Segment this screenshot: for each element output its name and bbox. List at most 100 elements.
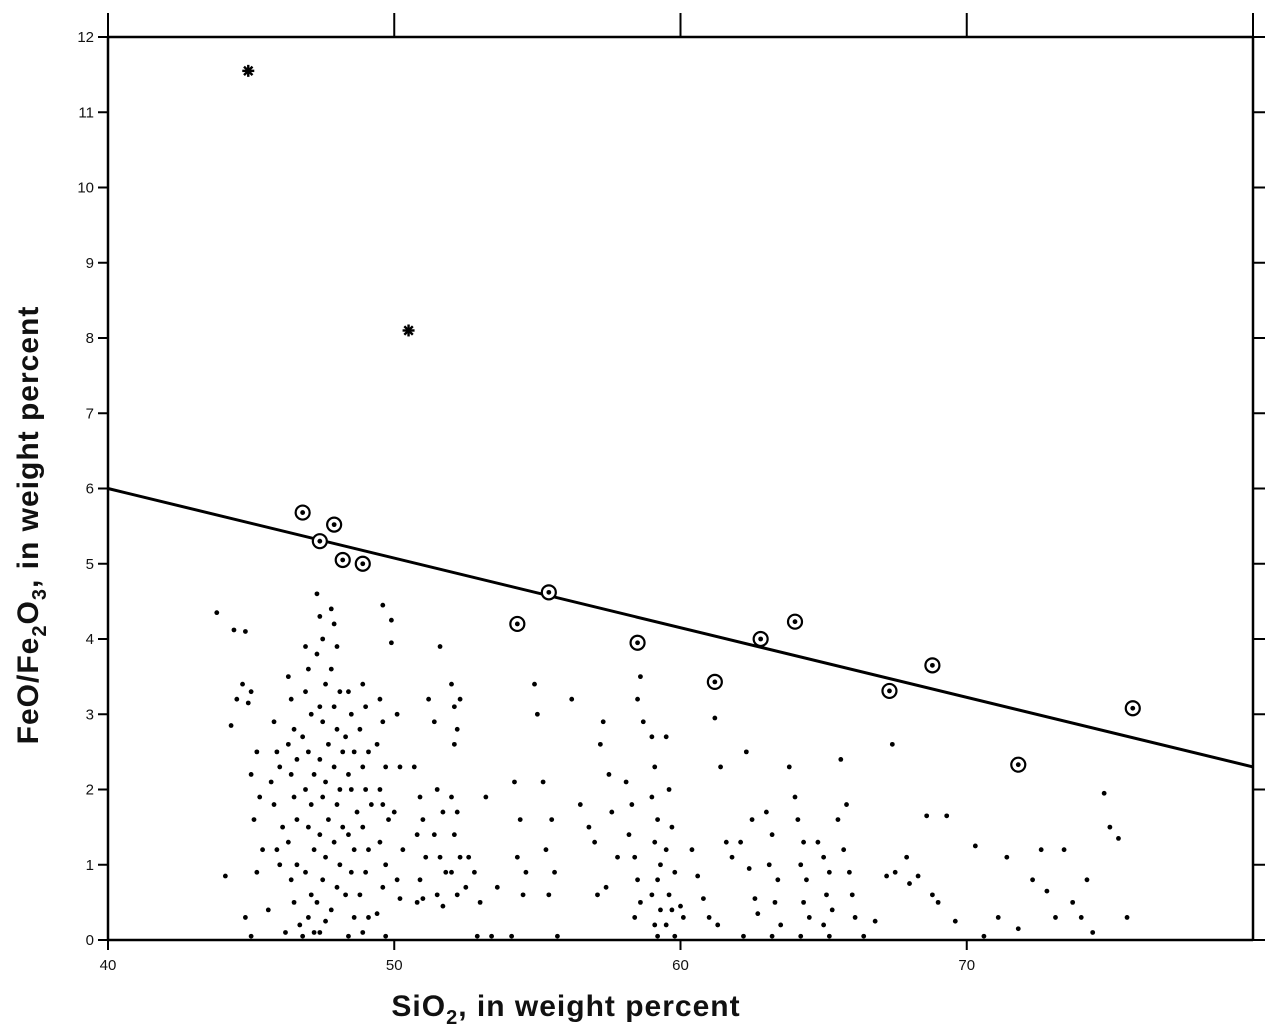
data-point-dot (749, 817, 755, 822)
data-point-dot (383, 764, 389, 770)
data-point-dot (334, 644, 340, 649)
data-point-dot (437, 644, 443, 649)
data-point-dot (380, 602, 386, 608)
data-point-dot (374, 911, 380, 917)
data-point-dot (615, 854, 620, 860)
data-point-dot (792, 794, 798, 800)
y-tick-label: 6 (86, 481, 94, 498)
data-point-dot (844, 802, 849, 807)
data-point-dot (930, 892, 935, 898)
data-point-dot (669, 907, 675, 913)
data-point-dot (655, 933, 660, 939)
data-point-circled-center (930, 662, 935, 668)
data-point-dot (907, 881, 912, 886)
data-point-dot (449, 869, 454, 875)
data-point-dot (294, 817, 300, 822)
data-point-dot (357, 726, 363, 732)
data-point-dot (360, 824, 366, 830)
data-point-dot (331, 704, 337, 710)
data-point-dot (826, 933, 832, 939)
data-point-dot (388, 640, 394, 646)
y-tick-label: 3 (86, 706, 94, 723)
data-point-dot (285, 839, 291, 845)
data-point-dot (280, 824, 286, 830)
data-point-dot (512, 779, 517, 785)
data-point-dot (377, 696, 383, 702)
regression-line (107, 487, 1254, 769)
data-point-dot (300, 933, 306, 939)
data-point-dot (351, 749, 357, 755)
data-point-dot (377, 787, 383, 792)
data-point-circled-center (887, 688, 892, 694)
data-point-dot (337, 787, 343, 792)
data-point-dot (655, 817, 660, 822)
data-point-dot (380, 802, 386, 807)
data-point-dot (265, 907, 271, 913)
data-point-circled (881, 682, 898, 700)
data-point-dot (311, 930, 317, 935)
data-point-dot (775, 877, 781, 883)
data-point-dot (523, 869, 529, 875)
data-point-dot (806, 915, 812, 920)
data-point-dot (804, 877, 809, 883)
data-point-dot (243, 915, 248, 920)
data-point-dot (1044, 888, 1050, 894)
data-point-dot (520, 892, 526, 898)
data-point-dot (786, 764, 792, 770)
data-point-dot (288, 772, 294, 777)
data-point-dot (755, 911, 761, 917)
data-point-circled-center (300, 510, 306, 515)
data-point-dot (915, 873, 921, 879)
y-tick-label: 12 (77, 29, 94, 46)
x-axis-title: SiO2, in weight percent (391, 990, 740, 1024)
data-point-dot (397, 896, 403, 902)
data-point-dot (434, 787, 440, 792)
data-point-dot (288, 696, 294, 702)
data-point-circled (334, 551, 351, 569)
data-point-dot (494, 884, 500, 890)
data-point-dot (303, 689, 308, 695)
data-point-dot (658, 907, 663, 913)
data-point-dot (715, 922, 721, 928)
data-point-dot (317, 930, 323, 935)
data-point-dot (1053, 915, 1058, 920)
data-point-circled (924, 657, 941, 674)
data-point-circled-center (758, 636, 764, 642)
data-point-dot (689, 847, 695, 853)
data-point-dot (477, 899, 483, 905)
data-point-dot (248, 772, 254, 777)
data-point-dot (517, 817, 523, 822)
x-tick-label: 60 (672, 957, 689, 974)
data-point-dot (597, 741, 603, 747)
data-point-dot (623, 779, 629, 785)
data-point-dot (1004, 854, 1010, 860)
data-point-dot (752, 896, 758, 902)
y-tick-label: 2 (86, 782, 94, 799)
data-point-dot (308, 892, 314, 898)
data-point-dot (326, 741, 331, 747)
data-point-dot (826, 869, 832, 875)
data-point-dot (348, 869, 354, 875)
data-point-dot (649, 734, 655, 740)
data-point-dot (303, 787, 308, 792)
data-point-dot (1107, 824, 1113, 830)
data-point-dot (546, 892, 552, 898)
data-point-dot (555, 933, 560, 939)
data-point-dot (222, 873, 228, 879)
data-point-dot (846, 869, 852, 875)
data-point-dot (297, 922, 303, 928)
data-point-dot (606, 772, 612, 777)
data-point-dot (652, 764, 658, 770)
data-point-dot (231, 627, 237, 633)
data-point-dot (821, 922, 827, 928)
data-point-dot (769, 832, 775, 838)
data-point-dot (251, 817, 257, 822)
data-point-dot (1038, 847, 1044, 853)
data-point-dot (798, 933, 804, 939)
data-point-dot (366, 915, 371, 920)
data-point-dot (778, 922, 784, 928)
data-point-dot (629, 802, 635, 807)
data-point-dot (426, 696, 431, 702)
data-point-dot (443, 869, 449, 875)
data-point-dot (549, 817, 555, 822)
